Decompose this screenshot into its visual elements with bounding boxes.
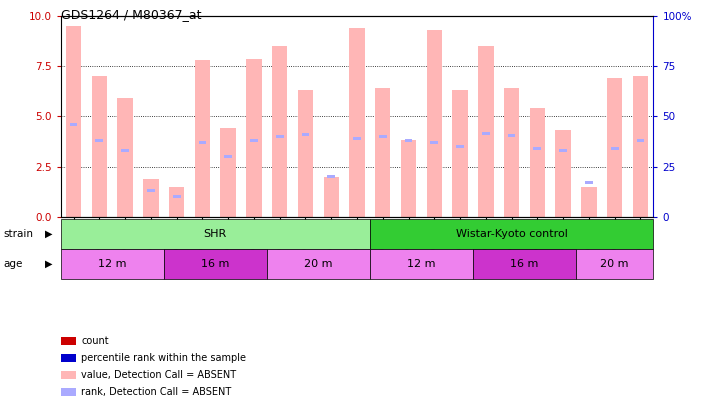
Bar: [370, 249, 473, 279]
Bar: [121, 149, 129, 152]
Bar: [431, 141, 438, 144]
Text: 12 m: 12 m: [98, 259, 126, 269]
Bar: [353, 137, 361, 140]
Bar: [323, 177, 339, 217]
Bar: [633, 76, 648, 217]
Bar: [576, 249, 653, 279]
Text: count: count: [81, 336, 109, 346]
Bar: [164, 249, 267, 279]
Bar: [456, 145, 464, 148]
Bar: [585, 181, 593, 184]
Bar: [473, 249, 576, 279]
Text: strain: strain: [4, 229, 34, 239]
Bar: [143, 179, 159, 217]
Text: ▶: ▶: [45, 259, 52, 269]
Bar: [559, 149, 567, 152]
Bar: [581, 187, 597, 217]
Bar: [530, 109, 545, 217]
Bar: [508, 134, 516, 137]
Bar: [555, 130, 571, 217]
Bar: [637, 139, 644, 142]
Text: 16 m: 16 m: [201, 259, 229, 269]
Bar: [147, 189, 155, 192]
Bar: [349, 28, 365, 217]
Bar: [117, 98, 133, 217]
Bar: [224, 155, 232, 158]
Bar: [61, 371, 76, 379]
Bar: [169, 187, 184, 217]
Bar: [301, 133, 309, 136]
Bar: [70, 123, 77, 126]
Bar: [401, 141, 416, 217]
Bar: [198, 141, 206, 144]
Bar: [66, 26, 81, 217]
Bar: [379, 135, 387, 138]
Bar: [61, 337, 76, 345]
Bar: [375, 88, 391, 217]
Bar: [478, 46, 493, 217]
Bar: [61, 388, 76, 396]
Bar: [91, 76, 107, 217]
Text: SHR: SHR: [203, 229, 227, 239]
Text: 20 m: 20 m: [304, 259, 333, 269]
Bar: [272, 46, 288, 217]
Text: 16 m: 16 m: [511, 259, 538, 269]
Bar: [405, 139, 413, 142]
Text: ▶: ▶: [45, 229, 52, 239]
Bar: [61, 354, 76, 362]
Bar: [96, 139, 104, 142]
Text: percentile rank within the sample: percentile rank within the sample: [81, 353, 246, 363]
Bar: [267, 249, 370, 279]
Bar: [246, 59, 261, 217]
Text: rank, Detection Call = ABSENT: rank, Detection Call = ABSENT: [81, 387, 231, 397]
Text: GDS1264 / M80367_at: GDS1264 / M80367_at: [61, 8, 201, 21]
Bar: [276, 135, 283, 138]
Bar: [426, 30, 442, 217]
Text: Wistar-Kyoto control: Wistar-Kyoto control: [456, 229, 568, 239]
Bar: [533, 147, 541, 150]
Bar: [61, 219, 370, 249]
Text: 12 m: 12 m: [407, 259, 436, 269]
Bar: [298, 90, 313, 217]
Bar: [607, 78, 623, 217]
Bar: [327, 175, 335, 178]
Bar: [504, 88, 519, 217]
Bar: [370, 219, 653, 249]
Bar: [221, 128, 236, 217]
Bar: [195, 60, 210, 217]
Bar: [453, 90, 468, 217]
Bar: [250, 139, 258, 142]
Bar: [482, 132, 490, 135]
Bar: [173, 195, 181, 198]
Bar: [61, 249, 164, 279]
Text: value, Detection Call = ABSENT: value, Detection Call = ABSENT: [81, 370, 236, 380]
Text: 20 m: 20 m: [600, 259, 629, 269]
Text: age: age: [4, 259, 23, 269]
Bar: [610, 147, 618, 150]
